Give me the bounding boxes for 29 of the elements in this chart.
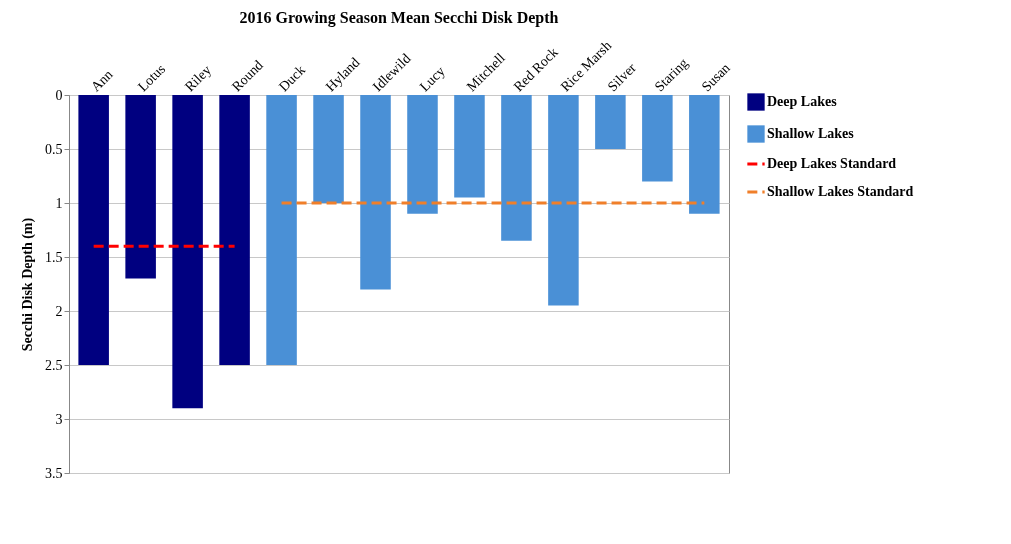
y-axis-title: Secchi Disk Depth (m) [20, 217, 36, 352]
y-tick-label: 1 [55, 195, 63, 211]
bar [266, 95, 297, 365]
bar [125, 95, 156, 279]
y-tick-label: 3 [55, 411, 63, 427]
y-tick-label: 0.5 [45, 141, 63, 157]
y-tick-label: 1.5 [45, 249, 63, 265]
x-tick-label: Ann [88, 66, 116, 95]
bar [172, 95, 203, 409]
legend-label: Shallow Lakes [767, 126, 855, 141]
y-tick-label: 2 [55, 303, 63, 319]
y-tick-label: 2.5 [45, 357, 63, 373]
chart-title: 2016 Growing Season Mean Secchi Disk Depth [239, 9, 559, 28]
y-tick-label: 3.5 [45, 465, 63, 481]
bar [595, 95, 626, 149]
legend-label: Deep Lakes Standard [767, 156, 897, 171]
bar [689, 95, 720, 214]
bar [360, 95, 391, 290]
bar [313, 95, 344, 203]
legend-label: Shallow Lakes Standard [767, 184, 914, 199]
bar [219, 95, 250, 365]
bar [454, 95, 485, 198]
bar [642, 95, 673, 182]
y-tick-label: 0 [55, 87, 63, 103]
legend-label: Deep Lakes [767, 94, 838, 109]
bar [407, 95, 438, 214]
bar [501, 95, 532, 241]
bar [78, 95, 109, 365]
bar [548, 95, 579, 306]
